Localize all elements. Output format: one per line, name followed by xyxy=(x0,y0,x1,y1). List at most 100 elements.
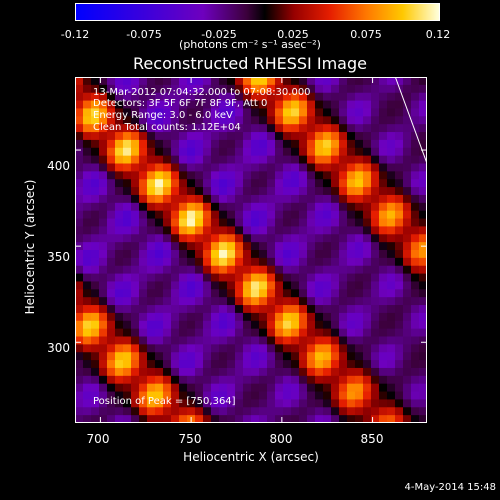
heatmap-cell xyxy=(411,375,420,385)
heatmap-cell xyxy=(91,92,100,102)
heatmap-cell xyxy=(379,187,388,196)
heatmap-cell xyxy=(347,312,356,322)
heatmap-cell xyxy=(419,124,427,133)
heatmap-cell xyxy=(75,163,84,172)
heatmap-cell xyxy=(155,108,164,117)
heatmap-cell xyxy=(259,375,268,385)
heatmap-cell xyxy=(163,399,172,408)
heatmap-cell xyxy=(155,77,164,86)
heatmap-cell xyxy=(107,179,116,188)
heatmap-cell xyxy=(251,250,260,259)
heatmap-cell xyxy=(283,147,292,157)
heatmap-cell xyxy=(371,155,380,164)
heatmap-cell xyxy=(411,305,420,314)
heatmap-cell xyxy=(227,116,236,125)
heatmap-cell xyxy=(115,234,124,243)
heatmap-cell xyxy=(75,344,84,353)
heatmap-cell xyxy=(251,116,260,125)
heatmap-cell xyxy=(171,265,180,275)
heatmap-cell xyxy=(187,179,196,188)
heatmap-cell xyxy=(99,320,108,330)
heatmap-cell xyxy=(131,281,140,290)
heatmap-cell xyxy=(267,360,276,369)
heatmap-cell xyxy=(299,391,308,400)
heatmap-cell xyxy=(219,210,228,220)
y-tick-label: 350 xyxy=(47,250,70,264)
heatmap-cell xyxy=(355,116,364,125)
heatmap-cell xyxy=(371,344,380,353)
heatmap-cell xyxy=(315,218,324,227)
heatmap-cell xyxy=(235,179,244,188)
heatmap-cell xyxy=(227,328,236,337)
heatmap-cell xyxy=(291,281,300,290)
heatmap-cell xyxy=(83,312,92,322)
heatmap-cell xyxy=(395,305,404,314)
heatmap-cell xyxy=(139,163,148,172)
heatmap-cell xyxy=(187,202,196,212)
heatmap-cell xyxy=(243,320,252,330)
heatmap-cell xyxy=(139,257,148,267)
heatmap-cell xyxy=(211,155,220,164)
heatmap-cell xyxy=(99,297,108,306)
heatmap-cell xyxy=(99,139,108,149)
heatmap-cell xyxy=(355,415,364,423)
heatmap-cell xyxy=(187,187,196,196)
heatmap-cell xyxy=(315,344,324,353)
heatmap-cell xyxy=(331,344,340,353)
heatmap-cell xyxy=(323,399,332,408)
heatmap-cell xyxy=(387,407,396,416)
heatmap-cell xyxy=(323,171,332,180)
heatmap-cell xyxy=(91,360,100,369)
heatmap-cell xyxy=(307,320,316,330)
heatmap-cell xyxy=(147,155,156,164)
heatmap-cell xyxy=(371,289,380,298)
heatmap-cell xyxy=(123,202,132,212)
heatmap-cell xyxy=(99,352,108,361)
heatmap-cell xyxy=(155,312,164,322)
heatmap-cell xyxy=(171,257,180,267)
heatmap-cell xyxy=(83,171,92,180)
heatmap-cell xyxy=(315,139,324,149)
heatmap-cell xyxy=(179,179,188,188)
heatmap-cell xyxy=(147,265,156,275)
heatmap-cell xyxy=(99,108,108,117)
heatmap-cell xyxy=(275,163,284,172)
heatmap-cell xyxy=(323,163,332,172)
heatmap-cell xyxy=(419,163,427,172)
heatmap-cell xyxy=(275,281,284,290)
heatmap-cell xyxy=(283,226,292,235)
heatmap-cell xyxy=(187,265,196,275)
heatmap-cell xyxy=(299,367,308,377)
heatmap-cell xyxy=(203,289,212,298)
heatmap-cell xyxy=(203,257,212,267)
heatmap-cell xyxy=(323,179,332,188)
heatmap-cell xyxy=(155,124,164,133)
heatmap-cell xyxy=(387,139,396,149)
heatmap-cell xyxy=(195,77,204,86)
heatmap-cell xyxy=(163,210,172,220)
heatmap-cell xyxy=(131,218,140,227)
heatmap-cell xyxy=(91,163,100,172)
heatmap-cell xyxy=(147,116,156,125)
heatmap-cell xyxy=(291,163,300,172)
heatmap-cell xyxy=(123,132,132,141)
heatmap-cell xyxy=(387,289,396,298)
heatmap-cell xyxy=(403,250,412,259)
heatmap-cell xyxy=(283,139,292,149)
heatmap-cell xyxy=(259,163,268,172)
heatmap-cell xyxy=(419,234,427,243)
heatmap-cell xyxy=(331,210,340,220)
heatmap-cell xyxy=(235,139,244,149)
heatmap-cell xyxy=(291,391,300,400)
heatmap-cell xyxy=(411,415,420,423)
heatmap-cell xyxy=(299,297,308,306)
heatmap-cell xyxy=(363,242,372,251)
heatmap-cell xyxy=(307,344,316,353)
heatmap-cell xyxy=(371,320,380,330)
heatmap-cell xyxy=(203,265,212,275)
heatmap-cell xyxy=(131,234,140,243)
heatmap-cell xyxy=(83,116,92,125)
heatmap-cell xyxy=(171,84,180,94)
heatmap-cell xyxy=(91,289,100,298)
heatmap-cell xyxy=(99,187,108,196)
